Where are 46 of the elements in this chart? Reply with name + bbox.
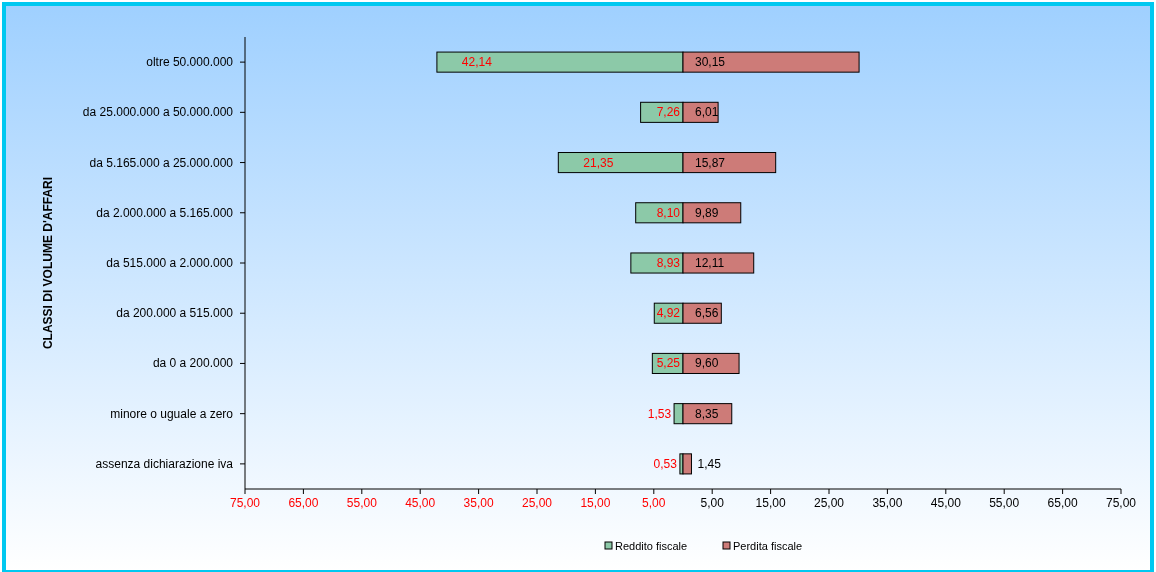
- x-tick-label: 75,00: [229, 496, 261, 510]
- data-label: 9,60: [695, 356, 719, 371]
- x-tick-label: 35,00: [463, 496, 494, 510]
- data-label: 9,89: [695, 205, 719, 220]
- legend-label: Perdita fiscale: [733, 540, 803, 552]
- legend-label: Reddito fiscale: [615, 540, 688, 552]
- x-tick-label: 25,00: [521, 496, 553, 510]
- x-tick-label: 55,00: [346, 496, 378, 510]
- x-tick-label: 65,00: [288, 496, 319, 510]
- x-tick-label: 75,00: [1105, 496, 1137, 510]
- data-label: 4,92: [656, 306, 681, 321]
- data-label: 8,10: [656, 205, 681, 220]
- data-label: 15,87: [695, 155, 726, 170]
- data-label: 6,56: [695, 306, 719, 321]
- x-tick-label: 15,00: [755, 496, 786, 510]
- x-tick-label: 5,00: [642, 496, 666, 510]
- data-label: 21,35: [583, 155, 614, 170]
- data-label: 42,14: [461, 55, 493, 70]
- data-label: 5,25: [656, 356, 681, 371]
- x-tick-label: 15,00: [580, 496, 611, 510]
- data-label: 8,93: [656, 256, 681, 270]
- x-tick-label: 45,00: [405, 496, 436, 510]
- data-label: 1,45: [697, 456, 722, 471]
- y-tick-label: da 200.000 a 515.000: [116, 306, 234, 321]
- y-tick-label: assenza dichiarazione iva: [95, 456, 234, 471]
- x-tick-label: 35,00: [872, 496, 903, 510]
- y-tick-label: da 515.000 a 2.000.000: [106, 256, 234, 270]
- data-label: 7,26: [656, 105, 681, 120]
- x-tick-label: 25,00: [813, 496, 845, 510]
- y-axis-title: CLASSI DI VOLUME D'AFFARI: [41, 176, 55, 350]
- data-label: 6,01: [695, 105, 719, 120]
- data-label: 12,11: [695, 256, 725, 270]
- x-tick-label: 55,00: [989, 496, 1020, 510]
- x-tick-label: 65,00: [1047, 496, 1078, 510]
- data-label: 1,53: [647, 406, 672, 421]
- y-tick-label: da 2.000.000 a 5.165.000: [96, 205, 234, 220]
- x-tick-label: 45,00: [930, 496, 962, 510]
- y-tick-label: oltre 50.000.000: [146, 55, 234, 70]
- data-label: 0,53: [653, 456, 678, 471]
- y-tick-label: da 0 a 200.000: [152, 356, 234, 371]
- data-label: 30,15: [695, 55, 726, 70]
- data-label: 8,35: [695, 406, 719, 421]
- y-tick-label: minore o uguale a zero: [110, 406, 234, 421]
- y-tick-label: da 25.000.000 a 50.000.000: [82, 105, 234, 120]
- x-tick-label: 5,00: [700, 496, 725, 510]
- y-tick-label: da 5.165.000 a 25.000.000: [89, 155, 234, 170]
